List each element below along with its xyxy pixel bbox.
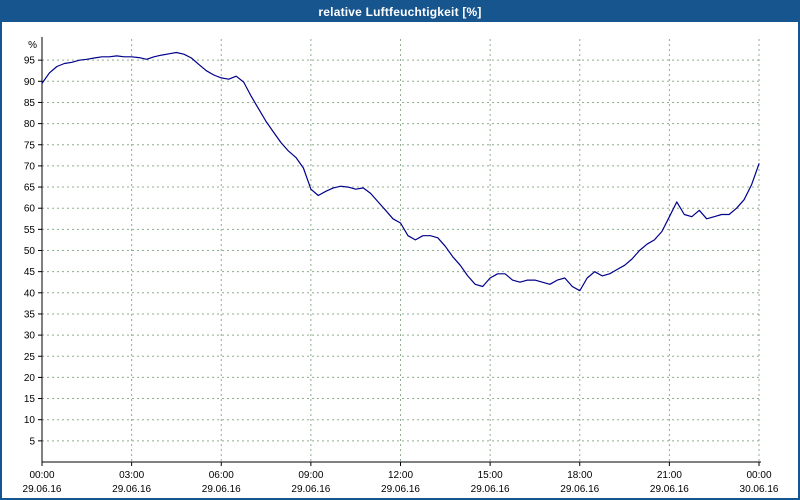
x-tick-time-label: 03:00 [119,470,144,481]
axes [38,37,761,466]
y-tick-label: 65 [24,183,36,194]
y-tick-label: 5 [29,436,35,447]
x-tick-time-label: 09:00 [298,470,323,481]
y-tick-label: 45 [24,267,36,278]
x-tick-date-label: 30.06.16 [740,484,779,495]
y-tick-label: 70 [24,161,36,172]
y-tick-label: 20 [24,373,36,384]
y-tick-label: 75 [24,140,36,151]
y-tick-label: 15 [24,394,36,405]
y-tick-label: 80 [24,119,36,130]
window-title-bar: relative Luftfeuchtigkeit [%] [2,2,798,22]
y-axis-unit-label: % [28,40,37,51]
x-tick-time-label: 18:00 [567,470,592,481]
y-tick-label: 25 [24,352,36,363]
window-title: relative Luftfeuchtigkeit [%] [318,5,482,19]
gridlines [42,39,760,462]
x-tick-time-label: 12:00 [388,470,413,481]
y-tick-label: 35 [24,309,36,320]
x-tick-time-label: 06:00 [209,470,234,481]
y-tick-label: 55 [24,225,36,236]
y-tick-label: 95 [24,56,36,67]
x-tick-date-label: 29.06.16 [202,484,241,495]
humidity-chart: % 5 10 15 20 25 30 35 40 45 50 55 60 65 70 75 80 85 90 95 00… [23,37,779,495]
x-tick-time-label: 00:00 [746,470,771,481]
chart-area: % 5 10 15 20 25 30 35 40 45 50 55 60 65 70 75 80 85 90 95 00… [2,22,798,498]
x-tick-date-label: 29.06.16 [560,484,599,495]
x-tick-date-label: 29.06.16 [381,484,420,495]
humidity-line [41,51,760,292]
y-tick-label: 40 [24,288,36,299]
x-tick-time-label: 21:00 [657,470,682,481]
x-tick-date-label: 29.06.16 [291,484,330,495]
y-tick-label: 85 [24,98,36,109]
y-tick-label: 10 [24,415,36,426]
y-tick-label: 60 [24,204,36,215]
y-tick-label: 30 [24,331,36,342]
x-tick-date-label: 29.06.16 [112,484,151,495]
x-tick-date-label: 29.06.16 [471,484,510,495]
y-tick-label: 50 [24,246,36,257]
x-tick-date-label: 29.06.16 [23,484,62,495]
axis-labels: % 5 10 15 20 25 30 35 40 45 50 55 60 65 70 75 80 85 90 95 00… [23,40,779,495]
x-tick-date-label: 29.06.16 [650,484,689,495]
x-tick-time-label: 15:00 [478,470,503,481]
y-tick-label: 90 [24,77,36,88]
x-tick-time-label: 00:00 [29,470,54,481]
